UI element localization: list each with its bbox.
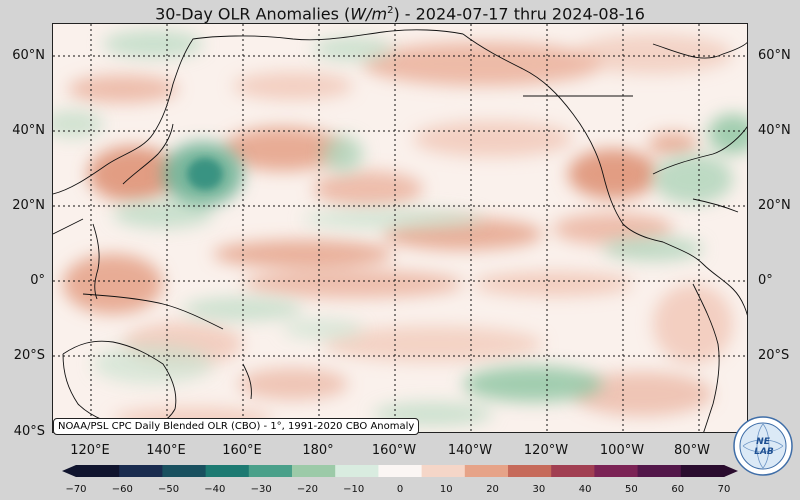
asia-north-coast	[53, 29, 464, 195]
colorbar-segment	[248, 465, 293, 477]
colorbar-segment	[205, 465, 250, 477]
lon-label: 80°W	[674, 443, 710, 458]
nextlab-logo: NE LAB	[733, 416, 793, 476]
lon-label: 160°E	[222, 443, 262, 458]
indonesia-coast	[82, 293, 224, 330]
coastlines	[53, 29, 747, 432]
colorbar-tick-label: −10	[343, 484, 365, 495]
colorbar-segment	[292, 465, 336, 477]
colorbar-segment	[508, 465, 552, 477]
colorbar-tick-label: 20	[486, 484, 499, 495]
central-america-coast	[662, 241, 747, 316]
title-suffix: ) - 2024-07-17 thru 2024-08-16	[393, 4, 645, 24]
colorbar-segment	[680, 465, 725, 477]
colorbar-tick-label: 10	[439, 484, 453, 495]
colorbar-tick-label: 70	[717, 484, 731, 495]
alaska-canada-coast	[652, 42, 747, 59]
gulf-coast	[652, 126, 747, 175]
map-canvas	[53, 24, 747, 432]
lon-label: 120°E	[70, 443, 110, 458]
colorbar-tick-label: −40	[204, 484, 226, 495]
lat-label-left: 20°S	[13, 348, 45, 363]
colorbar-segment	[76, 465, 120, 477]
olr-anomaly-map	[52, 23, 748, 433]
title-unit: W/m	[350, 4, 388, 24]
colorbar-extend-low	[62, 465, 76, 477]
south-america-west-coast	[692, 283, 720, 432]
colorbar-segment	[594, 465, 639, 477]
lat-label-right: 40°N	[758, 123, 791, 138]
logo-text-bottom: LAB	[754, 447, 774, 457]
lon-label: 140°W	[447, 443, 493, 458]
logo-text-top: NE	[756, 437, 771, 447]
colorbar-segment	[378, 465, 423, 477]
lon-label: 140°E	[146, 443, 186, 458]
strong-negative-anomaly	[187, 158, 223, 190]
colorbar-graphic	[62, 465, 738, 477]
lat-label-right: 20°S	[758, 348, 790, 363]
lon-label: 120°W	[523, 443, 569, 458]
colorbar-segment	[637, 465, 682, 477]
colorbar-tick-label: 60	[671, 484, 685, 495]
colorbar-tick-label: −30	[250, 484, 272, 495]
north-america-west-coast	[462, 33, 664, 243]
colorbar-tick-label: 40	[578, 484, 592, 495]
colorbar-segment	[119, 465, 163, 477]
colorbar-tick-label: −70	[65, 484, 87, 495]
colorbar-tick-label: −60	[111, 484, 133, 495]
lon-label: 100°W	[599, 443, 645, 458]
colorbar	[62, 462, 738, 477]
colorbar-segment	[464, 465, 509, 477]
colorbar-segment	[162, 465, 207, 477]
colorbar-segment	[335, 465, 379, 477]
source-note: NOAA/PSL CPC Daily Blended OLR (CBO) - 1…	[53, 418, 420, 435]
colorbar-tick-label: 0	[396, 484, 404, 495]
philippines-coast	[92, 223, 100, 300]
lon-label: 160°W	[371, 443, 417, 458]
lat-label-right: 20°N	[758, 198, 791, 213]
negative-anomaly-layer	[53, 30, 747, 426]
lat-label-left: 60°N	[12, 48, 45, 63]
new-zealand-coast	[242, 363, 252, 400]
positive-anomaly-layer	[63, 34, 733, 431]
colorbar-segment	[421, 465, 466, 477]
page-title: 30-Day OLR Anomalies (W/m2) - 2024-07-17…	[0, 0, 800, 24]
title-prefix: 30-Day OLR Anomalies (	[155, 4, 351, 24]
colorbar-extend-high	[724, 465, 738, 477]
japan-coast	[122, 123, 174, 185]
colorbar-tick-label: 50	[625, 484, 638, 495]
lat-label-left: 40°S	[13, 424, 45, 439]
colorbar-tick-label: 30	[532, 484, 546, 495]
colorbar-tick-label: −50	[158, 484, 180, 495]
lat-label-right: 60°N	[758, 48, 791, 63]
colorbar-segment	[551, 465, 595, 477]
globe-icon: NE LAB	[733, 416, 793, 476]
caribbean-islands	[692, 198, 739, 213]
lat-label-left: 0°	[30, 273, 45, 288]
graticule	[53, 24, 747, 432]
lat-label-left: 20°N	[12, 198, 45, 213]
lon-label: 180°	[302, 443, 334, 458]
lat-label-left: 40°N	[12, 123, 45, 138]
title-unit-exponent: 2	[387, 5, 394, 16]
china-south-coast	[53, 218, 84, 235]
colorbar-tick-label: −20	[296, 484, 318, 495]
australia-coast	[62, 340, 177, 430]
lat-label-right: 0°	[758, 273, 773, 288]
